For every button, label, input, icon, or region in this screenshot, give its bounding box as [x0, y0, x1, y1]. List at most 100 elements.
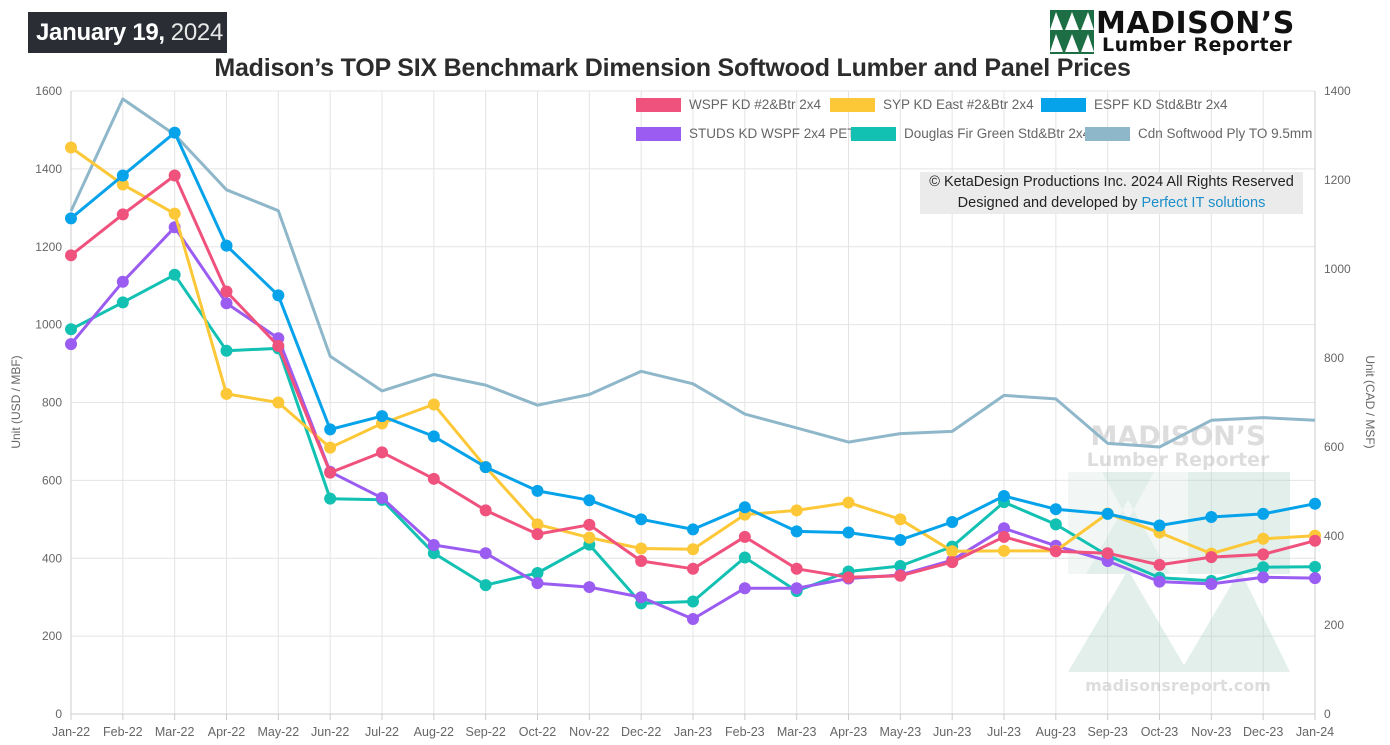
data-point: [324, 466, 337, 479]
data-point: [168, 126, 181, 139]
data-point: [531, 528, 544, 541]
legend-label: STUDS KD WSPF 2x4 PET: [689, 126, 856, 141]
credits-link[interactable]: Perfect IT solutions: [1141, 195, 1266, 211]
data-point: [116, 275, 129, 288]
data-point: [531, 567, 544, 580]
data-point: [324, 441, 337, 454]
y-axis-label: Unit (USD / MBF): [9, 355, 23, 448]
x-tick-label: Mar-23: [777, 725, 817, 739]
x-tick-label: Jan-23: [674, 725, 712, 739]
legend-label: ESPF KD Std&Btr 2x4: [1094, 97, 1228, 112]
data-point: [1101, 547, 1114, 560]
legend-label: Douglas Fir Green Std&Btr 2x4: [904, 126, 1091, 141]
legend-label: Cdn Softwood Ply TO 9.5mm: [1138, 126, 1313, 141]
data-point: [116, 296, 129, 309]
data-point: [998, 544, 1010, 557]
y-tick-label: 200: [42, 629, 62, 643]
x-tick-label: Oct-22: [519, 725, 557, 739]
data-point: [1049, 518, 1062, 531]
legend-item[interactable]: STUDS KD WSPF 2x4 PET: [636, 126, 856, 141]
credits-line: Designed and developed by Perfect IT sol…: [920, 193, 1303, 214]
data-point: [946, 516, 959, 529]
x-tick-label: Feb-23: [725, 725, 765, 739]
legend-item[interactable]: Douglas Fir Green Std&Btr 2x4: [851, 126, 1090, 141]
data-point: [1153, 575, 1166, 588]
chart-axes: 0 200 400 600 800 1000 1200 1400 1600 0 200 400 600 8…: [35, 84, 1351, 739]
legend-label: WSPF KD #2&Btr 2x4: [689, 97, 822, 112]
data-point: [738, 582, 751, 595]
data-point: [272, 289, 285, 302]
data-point: [1153, 519, 1166, 532]
series-espf-kd-std-btr-2x4: [65, 126, 1321, 546]
legend-item[interactable]: WSPF KD #2&Btr 2x4: [636, 97, 821, 112]
data-point: [1101, 507, 1114, 520]
data-point: [894, 533, 907, 546]
data-point: [635, 513, 648, 526]
data-point: [427, 472, 440, 485]
copyright-line: © KetaDesign Productions Inc. 2024 All R…: [929, 174, 1294, 190]
date-day: January 19,: [36, 18, 165, 46]
data-point: [272, 340, 285, 353]
series-wspf-kd-2-btr-2x4: [65, 169, 1321, 584]
data-point: [479, 461, 492, 474]
chart-series: [65, 97, 1321, 625]
x-tick-label: May-23: [879, 725, 921, 739]
data-point: [376, 410, 388, 423]
y-tick-label: 1400: [35, 162, 62, 176]
data-point: [324, 492, 337, 505]
data-point: [842, 571, 855, 584]
data-point: [168, 207, 181, 220]
data-point: [635, 554, 648, 567]
data-point: [1257, 571, 1270, 584]
data-point: [1205, 551, 1218, 564]
data-point: [738, 501, 751, 514]
x-tick-label: Dec-23: [1243, 725, 1283, 739]
data-point: [168, 268, 181, 281]
data-point: [946, 556, 959, 569]
legend-item[interactable]: SYP KD East #2&Btr 2x4: [830, 97, 1034, 112]
y2-tick-label: 1000: [1324, 262, 1351, 276]
data-point: [842, 526, 855, 539]
x-tick-label: May-22: [257, 725, 299, 739]
data-point: [479, 579, 492, 592]
legend-swatch: [830, 97, 875, 112]
chart-title: Madison’s TOP SIX Benchmark Dimension So…: [214, 54, 1131, 82]
data-point: [531, 518, 544, 531]
date-badge: January 19, 2024: [28, 12, 227, 53]
data-point: [998, 522, 1010, 535]
data-point: [220, 387, 233, 400]
x-tick-label: Feb-22: [103, 725, 143, 739]
y2-tick-label: 400: [1324, 529, 1344, 543]
data-point: [272, 396, 285, 409]
legend-item[interactable]: Cdn Softwood Ply TO 9.5mm: [1085, 126, 1312, 141]
logo-title: MADISON’S: [1096, 6, 1295, 41]
x-tick-label: Apr-22: [208, 725, 246, 739]
data-point: [427, 430, 440, 443]
x-tick-label: Jul-23: [987, 725, 1021, 739]
data-point: [842, 496, 855, 509]
data-point: [168, 169, 181, 182]
y-tick-label: 1200: [35, 240, 62, 254]
x-tick-label: Sep-23: [1088, 725, 1128, 739]
data-point: [427, 398, 440, 411]
data-point: [790, 562, 803, 575]
y-tick-label: 1600: [35, 84, 62, 98]
y2-tick-label: 1200: [1324, 173, 1351, 187]
legend-item[interactable]: ESPF KD Std&Btr 2x4: [1041, 97, 1228, 112]
x-tick-label: Oct-23: [1141, 725, 1179, 739]
x-tick-label: Sep-22: [466, 725, 506, 739]
data-point: [116, 178, 129, 191]
madisons-logo: MADISON’S Lumber Reporter: [1050, 6, 1342, 56]
data-point: [998, 489, 1010, 502]
watermark-url: madisonsreport.com: [1085, 676, 1271, 695]
y2-tick-label: 200: [1324, 618, 1344, 632]
legend-label: SYP KD East #2&Btr 2x4: [883, 97, 1034, 112]
data-point: [1205, 577, 1218, 590]
data-point: [1309, 572, 1321, 585]
x-tick-label: Dec-22: [621, 725, 661, 739]
data-point: [583, 581, 596, 594]
data-point: [687, 543, 699, 556]
data-point: [583, 531, 596, 544]
x-tick-label: Aug-23: [1036, 725, 1076, 739]
data-point: [1257, 507, 1270, 520]
